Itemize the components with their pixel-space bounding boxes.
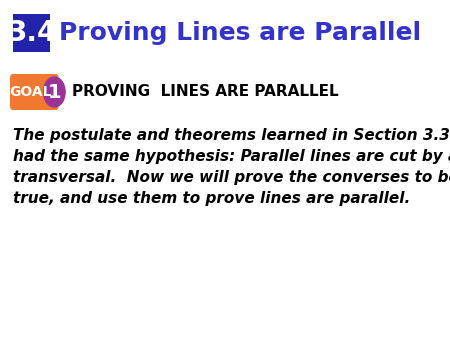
- Text: GOAL: GOAL: [9, 85, 51, 99]
- FancyBboxPatch shape: [10, 74, 59, 110]
- Text: Proving Lines are Parallel: Proving Lines are Parallel: [58, 21, 421, 45]
- Text: PROVING  LINES ARE PARALLEL: PROVING LINES ARE PARALLEL: [72, 84, 338, 99]
- FancyBboxPatch shape: [13, 14, 50, 52]
- Circle shape: [44, 77, 65, 107]
- Text: The postulate and theorems learned in Section 3.3 all
had the same hypothesis: P: The postulate and theorems learned in Se…: [13, 128, 450, 206]
- Text: 3.4: 3.4: [7, 19, 56, 47]
- Text: 1: 1: [48, 82, 61, 101]
